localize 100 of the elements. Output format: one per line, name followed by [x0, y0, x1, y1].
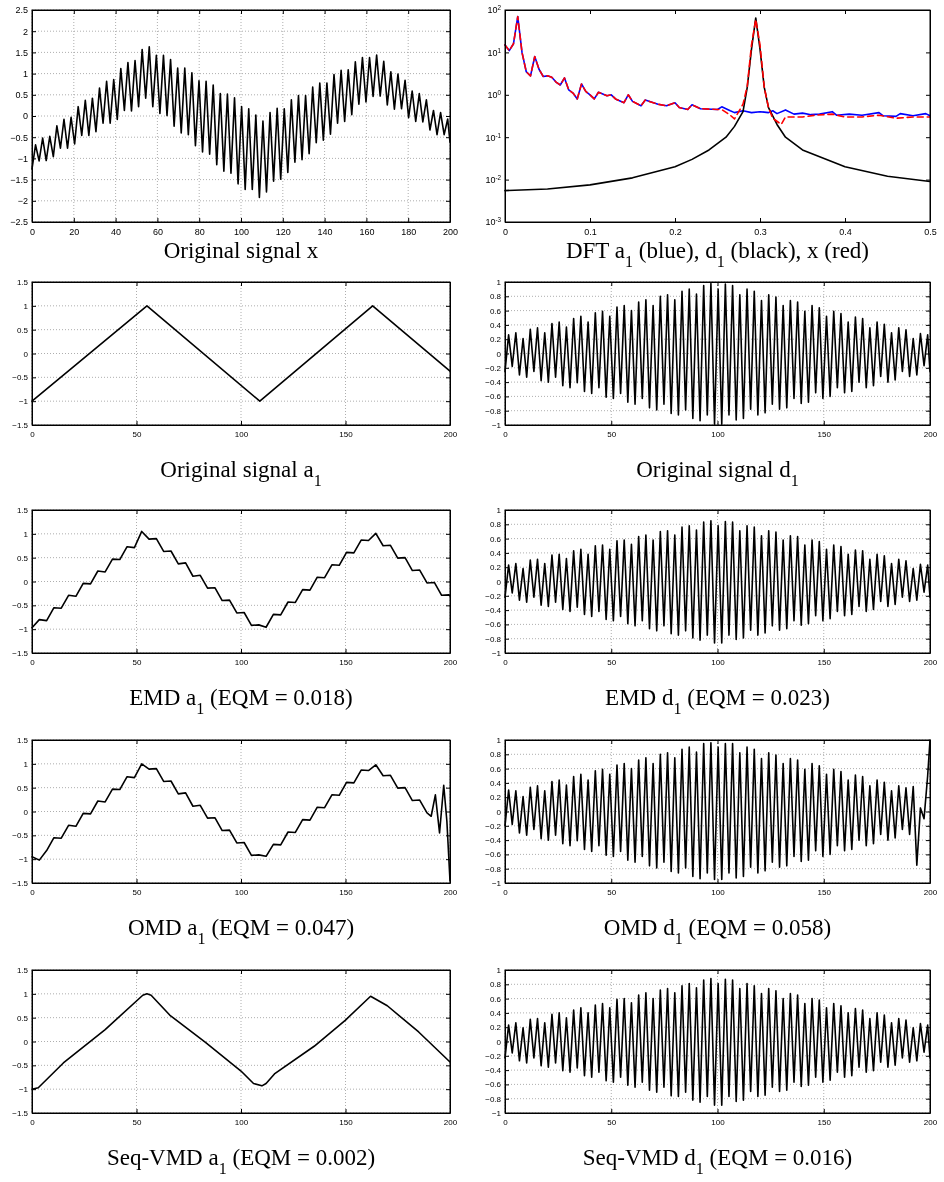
- y-tick-label: 0.4: [489, 778, 502, 788]
- y-tick-label: 0.6: [489, 306, 502, 316]
- y-tick-label: 10$^{-2}$: [485, 173, 502, 185]
- text: OMD d$_{1}$ (EQM = 0.058): [603, 915, 832, 947]
- x-tick-label: 150: [817, 1117, 832, 1127]
- y-tick-label: −0.2: [485, 591, 502, 601]
- y-tick-label: −0.6: [485, 850, 502, 860]
- y-tick-label: 0: [23, 807, 29, 817]
- y-tick-label: −0.4: [485, 836, 502, 846]
- y-tick-label: 0.5: [15, 90, 28, 101]
- x-tick-label: 200: [923, 657, 938, 667]
- x-tick-label: 200: [443, 429, 458, 439]
- x-tick-label: 0: [30, 887, 36, 897]
- y-tick-label: 0: [496, 577, 502, 587]
- x-tick-label: 50: [132, 429, 142, 439]
- y-tick-label: 0.5: [16, 1013, 29, 1023]
- y-tick-label: −0.6: [485, 1080, 502, 1090]
- y-tick-label: −0.5: [12, 831, 29, 841]
- y-tick-label: −1.5: [10, 174, 28, 185]
- x-tick-label: 100: [234, 657, 249, 667]
- y-tick-label: −1: [18, 397, 29, 407]
- y-tick-label: −1: [18, 1085, 29, 1095]
- x-tick-label: 0.1: [584, 226, 597, 237]
- y-tick-label: 1: [23, 301, 29, 311]
- x-tick-label: 0: [30, 429, 36, 439]
- y-tick-label: 10$^{1}$: [487, 46, 502, 58]
- x-tick-label: 0: [503, 657, 509, 667]
- y-tick-label: 0: [23, 577, 29, 587]
- x-tick-label: 150: [817, 429, 832, 439]
- x-tick-label: 140: [317, 226, 333, 237]
- text: Seq-VMD d$_{1}$ (EQM = 0.016): [582, 1145, 853, 1177]
- x-tick-label: 100: [234, 429, 249, 439]
- y-tick-label: −1: [491, 879, 502, 889]
- y-tick-label: 1.5: [16, 736, 29, 746]
- y-tick-label: 10$^{-1}$: [485, 131, 502, 143]
- x-tick-label: 0.2: [669, 226, 682, 237]
- x-tick-label: 120: [275, 226, 291, 237]
- x-tick-label: 0.4: [839, 226, 852, 237]
- x-tick-label: 50: [607, 1117, 617, 1127]
- y-tick-label: 1: [496, 736, 502, 746]
- x-tick-label: 100: [711, 1117, 726, 1127]
- x-tick-label: 50: [607, 429, 617, 439]
- y-tick-label: 0.8: [489, 292, 502, 302]
- y-tick-label: −0.4: [485, 1066, 502, 1076]
- y-tick-label: 0.8: [489, 750, 502, 760]
- y-tick-label: 1: [23, 759, 29, 769]
- text: Seq-VMD a$_{1}$ (EQM = 0.002): [106, 1145, 376, 1177]
- y-tick-label: −0.5: [12, 1061, 29, 1071]
- y-tick-label: −1: [17, 153, 28, 164]
- x-tick-label: 100: [711, 887, 726, 897]
- x-tick-label: 160: [359, 226, 375, 237]
- y-tick-label: −0.5: [12, 601, 29, 611]
- y-tick-label: 0.6: [489, 764, 502, 774]
- x-tick-label: 50: [607, 657, 617, 667]
- y-tick-label: −1.5: [12, 421, 29, 431]
- x-tick-label: 180: [401, 226, 417, 237]
- y-tick-label: 0: [22, 111, 28, 122]
- x-tick-label: 150: [339, 429, 354, 439]
- y-tick-label: 0: [496, 349, 502, 359]
- y-tick-label: 1.5: [16, 966, 29, 976]
- y-tick-label: −1.5: [12, 649, 29, 659]
- x-tick-label: 50: [132, 657, 142, 667]
- x-tick-label: 100: [233, 226, 250, 237]
- x-tick-label: 50: [132, 887, 142, 897]
- x-tick-label: 200: [923, 429, 938, 439]
- x-tick-label: 50: [132, 1117, 142, 1127]
- y-tick-label: 0: [23, 1037, 29, 1047]
- y-tick-label: 0.2: [489, 563, 502, 573]
- x-tick-label: 100: [234, 1117, 249, 1127]
- y-tick-label: 0: [23, 349, 29, 359]
- x-tick-label: 200: [443, 1117, 458, 1127]
- y-tick-label: −0.6: [485, 392, 502, 402]
- x-tick-label: 0: [503, 429, 509, 439]
- x-tick-label: 150: [817, 657, 832, 667]
- y-tick-label: −0.8: [485, 634, 502, 644]
- y-tick-label: 0.8: [489, 980, 502, 990]
- x-tick-label: 200: [442, 226, 459, 237]
- y-tick-label: −1: [18, 855, 29, 865]
- y-tick-label: 1.5: [15, 47, 28, 58]
- y-tick-label: 0.4: [489, 1008, 502, 1018]
- text: Original signal a$_{1}$: [160, 457, 322, 489]
- x-tick-label: 150: [339, 1117, 354, 1127]
- y-tick-label: −0.8: [485, 864, 502, 874]
- x-tick-label: 150: [339, 887, 354, 897]
- y-tick-label: 1.5: [16, 506, 29, 516]
- x-tick-label: 0: [503, 1117, 509, 1127]
- x-tick-label: 100: [711, 657, 726, 667]
- x-tick-label: 100: [234, 887, 249, 897]
- y-tick-label: −0.5: [12, 373, 29, 383]
- x-tick-label: 0.5: [924, 226, 937, 237]
- x-tick-label: 80: [194, 226, 205, 237]
- x-tick-label: 100: [711, 429, 726, 439]
- y-tick-label: 0.6: [489, 534, 502, 544]
- y-tick-label: −0.2: [485, 1051, 502, 1061]
- y-tick-label: 0.2: [489, 1023, 502, 1033]
- text: Original signal d$_{1}$: [636, 457, 799, 489]
- y-tick-label: −2: [17, 196, 28, 207]
- text: DFT a$_{1}$ (blue), d$_{1}$ (black), x (red): [565, 238, 870, 270]
- y-tick-label: 0.6: [489, 994, 502, 1004]
- x-tick-label: 60: [152, 226, 163, 237]
